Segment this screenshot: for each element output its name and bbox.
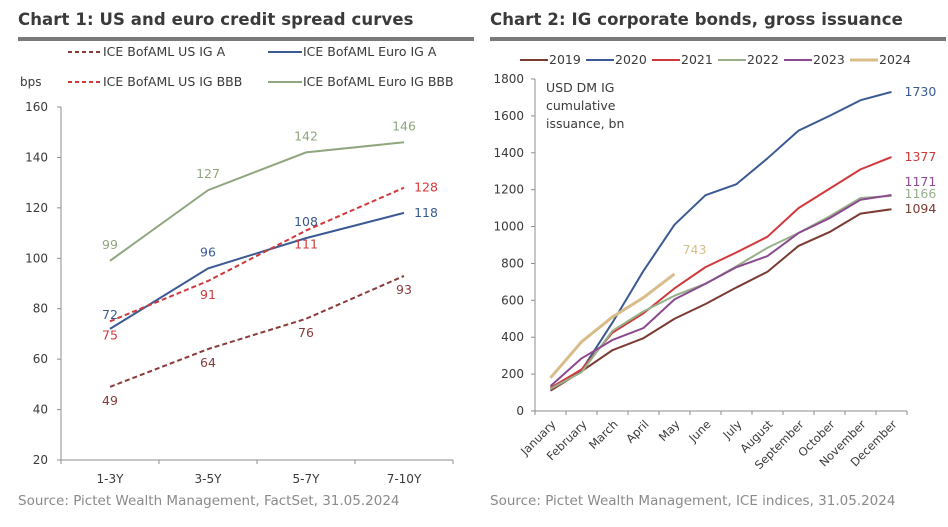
data-label: 49 bbox=[102, 393, 118, 408]
series-line-ice-bofaml-euro-ig-a bbox=[109, 211, 405, 330]
data-label: 64 bbox=[200, 355, 216, 370]
legend-label: ICE BofAML Euro IG A bbox=[303, 44, 437, 59]
series-line-ice-bofaml-us-ig-a bbox=[109, 275, 405, 388]
legend-label: 2022 bbox=[747, 52, 779, 67]
end-label: 1094 bbox=[905, 201, 937, 216]
chart1-title: Chart 1: US and euro credit spread curve… bbox=[18, 10, 414, 29]
data-label: 146 bbox=[392, 118, 416, 133]
x-tick-label: 1-3Y bbox=[97, 472, 125, 486]
data-label: 99 bbox=[102, 237, 118, 252]
axis-annotation: USD DM IG bbox=[546, 80, 614, 95]
y-axis-unit-label: bps bbox=[20, 75, 42, 89]
data-label: 91 bbox=[200, 287, 216, 302]
chart2-title-rule bbox=[490, 37, 946, 41]
y-tick-label: 100 bbox=[25, 251, 48, 265]
y-tick-label: 1000 bbox=[493, 220, 524, 234]
x-tick-label: July bbox=[719, 417, 744, 442]
data-label: 111 bbox=[294, 237, 318, 252]
y-tick-label: 120 bbox=[25, 201, 48, 215]
chart2-panel: Chart 2: IG corporate bonds, gross issua… bbox=[474, 0, 948, 527]
y-tick-label: 1800 bbox=[493, 72, 524, 86]
data-label: 76 bbox=[298, 325, 314, 340]
y-tick-label: 200 bbox=[501, 367, 524, 381]
y-tick-label: 40 bbox=[33, 403, 48, 417]
chart1-source: Source: Pictet Wealth Management, FactSe… bbox=[18, 493, 400, 509]
series-line-2020 bbox=[550, 90, 892, 389]
x-tick-label: 3-5Y bbox=[195, 472, 223, 486]
end-label: 743 bbox=[683, 242, 707, 257]
y-tick-label: 0 bbox=[516, 404, 524, 418]
chart2-plot: 020040060080010001200140016001800January… bbox=[493, 52, 937, 472]
data-label: 128 bbox=[414, 180, 438, 195]
x-tick-label: 5-7Y bbox=[293, 472, 321, 486]
axis-annotation: cumulative bbox=[546, 98, 616, 113]
data-label: 142 bbox=[294, 128, 318, 143]
legend-label: 2023 bbox=[813, 52, 845, 67]
series-line-2019 bbox=[549, 208, 892, 392]
data-label: 96 bbox=[200, 244, 216, 259]
data-label: 127 bbox=[196, 166, 220, 181]
chart1-panel: Chart 1: US and euro credit spread curve… bbox=[18, 10, 474, 509]
y-tick-label: 20 bbox=[33, 453, 48, 467]
y-tick-label: 160 bbox=[25, 100, 48, 114]
y-tick-label: 1600 bbox=[493, 109, 524, 123]
x-tick-label: June bbox=[685, 417, 713, 445]
legend-label: ICE BofAML US IG A bbox=[103, 44, 226, 59]
series-line-ice-bofaml-euro-ig-bbb bbox=[109, 141, 405, 262]
y-tick-label: 600 bbox=[501, 293, 524, 307]
legend-label: 2020 bbox=[615, 52, 647, 67]
y-tick-label: 800 bbox=[501, 256, 524, 270]
legend-label: 2021 bbox=[681, 52, 713, 67]
x-tick-label: April bbox=[623, 417, 651, 445]
y-tick-label: 140 bbox=[25, 150, 48, 164]
y-tick-label: 60 bbox=[33, 352, 48, 366]
y-tick-label: 80 bbox=[33, 302, 48, 316]
x-tick-label: May bbox=[656, 417, 683, 444]
chart1-title-rule bbox=[18, 37, 474, 41]
data-label: 75 bbox=[102, 327, 118, 342]
chart1-plot: 20 40 60 80 100 120 140 160 1-3Y 3-5Y 5-7Y 7-10Y bps… bbox=[20, 44, 454, 486]
y-tick-label: 1400 bbox=[493, 146, 524, 160]
series-line-ice-bofaml-us-ig-bbb bbox=[109, 186, 405, 323]
series-line-2021 bbox=[549, 156, 892, 389]
end-label: 1730 bbox=[905, 84, 937, 99]
data-label: 118 bbox=[414, 205, 438, 220]
end-label: 1171 bbox=[905, 174, 937, 189]
series-line-2023 bbox=[549, 194, 892, 387]
chart2-title: Chart 2: IG corporate bonds, gross issua… bbox=[490, 10, 903, 29]
y-tick-label: 400 bbox=[501, 330, 524, 344]
axis-annotation: issuance, bn bbox=[546, 116, 624, 131]
chart2-source: Source: Pictet Wealth Management, ICE in… bbox=[490, 493, 896, 509]
series-line-2024 bbox=[549, 272, 676, 379]
end-label: 1166 bbox=[905, 186, 937, 201]
x-tick-label: March bbox=[586, 417, 621, 452]
data-label: 108 bbox=[294, 214, 318, 229]
legend-label: 2019 bbox=[549, 52, 581, 67]
legend-label: ICE BofAML US IG BBB bbox=[103, 74, 242, 89]
y-tick-label: 1200 bbox=[493, 183, 524, 197]
end-label: 1377 bbox=[905, 149, 937, 164]
data-label: 93 bbox=[396, 282, 412, 297]
data-label: 72 bbox=[102, 307, 118, 322]
legend-label: 2024 bbox=[879, 52, 911, 67]
legend-label: ICE BofAML Euro IG BBB bbox=[303, 74, 454, 89]
x-tick-label: 7-10Y bbox=[387, 472, 422, 486]
